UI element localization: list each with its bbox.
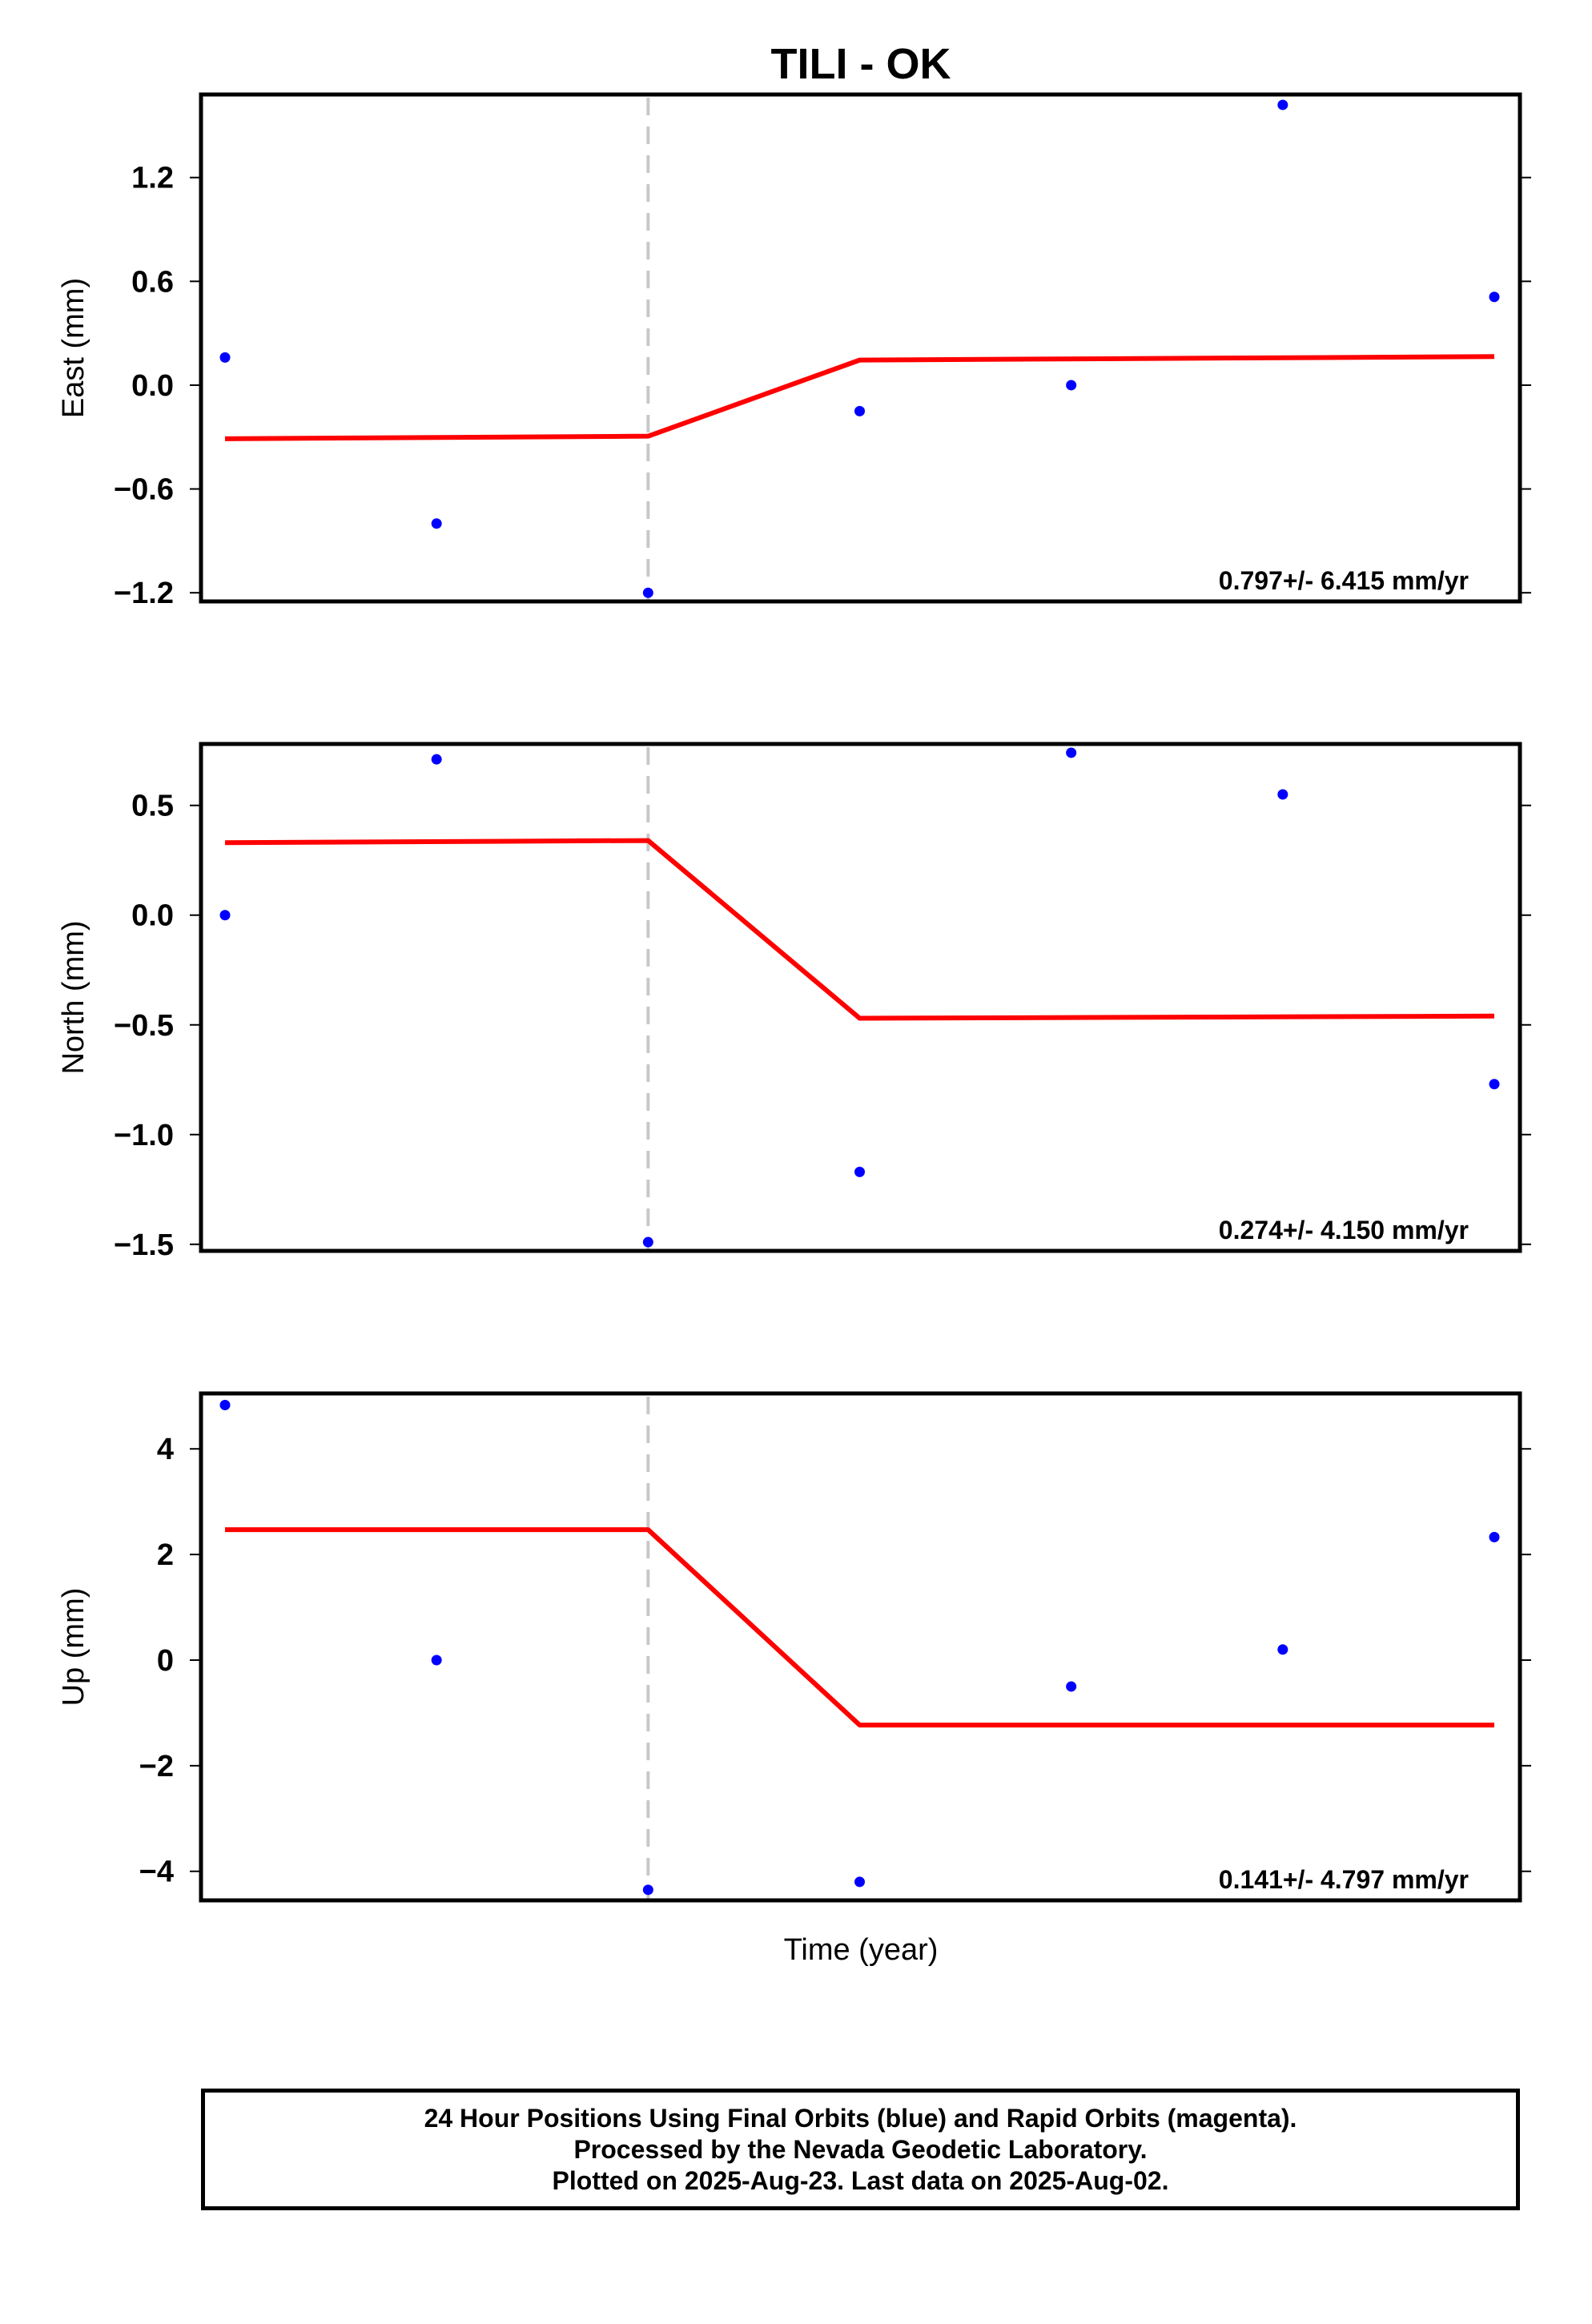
y-tick-label: −1.2 (114, 577, 174, 610)
trend-line (224, 838, 1495, 1021)
data-point (854, 1876, 865, 1888)
y-tick-label: 0.0 (131, 899, 174, 933)
data-point (431, 754, 442, 765)
data-point (1489, 292, 1500, 303)
data-point (1277, 1644, 1288, 1655)
rate-annotation: 0.797+/- 6.415 mm/yr (1219, 566, 1469, 595)
y-tick-label: −0.5 (114, 1009, 174, 1043)
data-point (1489, 1079, 1500, 1090)
panels: −1.2 −0.6 0.0 0.6 1.2 East (mm) 0.797+/- 6.415… (57, 92, 1531, 1903)
data-point (431, 518, 442, 529)
data-point (642, 1236, 653, 1248)
plot-frame (199, 1391, 1522, 1903)
panel-north: −1.5 −1.0 −0.5 0.0 0.5 North (mm) 0.274+/- 4.1… (57, 742, 1531, 1262)
footer-line-3: Plotted on 2025-Aug-23. Last data on 202… (552, 2165, 1169, 2195)
y-axis-label-east: East (mm) (57, 278, 90, 418)
data-point (854, 1166, 865, 1177)
data-point (219, 352, 231, 363)
data-point (1066, 1681, 1077, 1692)
y-axis-label-up: Up (mm) (57, 1588, 90, 1707)
data-point (219, 910, 231, 921)
plot-frame (199, 742, 1522, 1253)
rate-annotation: 0.274+/- 4.150 mm/yr (1219, 1216, 1469, 1244)
data-point (642, 1884, 653, 1896)
chart-title: TILI - OK (771, 40, 951, 88)
y-tick-label: 0.0 (131, 369, 174, 403)
data-point (1277, 789, 1288, 800)
y-tick-label: −4 (139, 1856, 174, 1889)
data-point (431, 1655, 442, 1666)
panel-up: −4 −2 0 2 4 Up (mm) 0.141+/- 4.797 mm/yr (57, 1391, 1531, 1903)
plot-frame (199, 92, 1522, 604)
y-tick-label: 0 (157, 1644, 174, 1678)
y-tick-label: 1.2 (131, 162, 174, 195)
data-point (1489, 1531, 1500, 1542)
y-tick-label: 0.6 (131, 265, 174, 299)
y-tick-label: −2 (139, 1750, 174, 1783)
y-tick-label: −0.6 (114, 473, 174, 507)
y-tick-label: 2 (157, 1538, 174, 1572)
footer-box: 24 Hour Positions Using Final Orbits (bl… (201, 2089, 1520, 2210)
footer-line-1: 24 Hour Positions Using Final Orbits (bl… (424, 2103, 1297, 2133)
data-point (1066, 380, 1077, 391)
footer-line-2: Processed by the Nevada Geodetic Laborat… (573, 2134, 1148, 2164)
data-point (854, 405, 865, 416)
data-point (642, 587, 653, 598)
data-point (1277, 99, 1288, 111)
trend-line (224, 354, 1495, 441)
y-axis-label-north: North (mm) (57, 920, 90, 1074)
rate-annotation: 0.141+/- 4.797 mm/yr (1219, 1865, 1469, 1894)
y-tick-label: 4 (157, 1433, 174, 1466)
x-axis-label: Time (year) (784, 1933, 939, 1967)
panel-east: −1.2 −0.6 0.0 0.6 1.2 East (mm) 0.797+/- 6.415… (57, 92, 1531, 610)
data-point (1066, 747, 1077, 758)
trend-line (225, 1527, 1494, 1728)
y-tick-label: −1.5 (114, 1228, 174, 1262)
y-tick-label: −1.0 (114, 1119, 174, 1152)
y-tick-label: 0.5 (131, 790, 174, 823)
data-point (219, 1400, 231, 1411)
